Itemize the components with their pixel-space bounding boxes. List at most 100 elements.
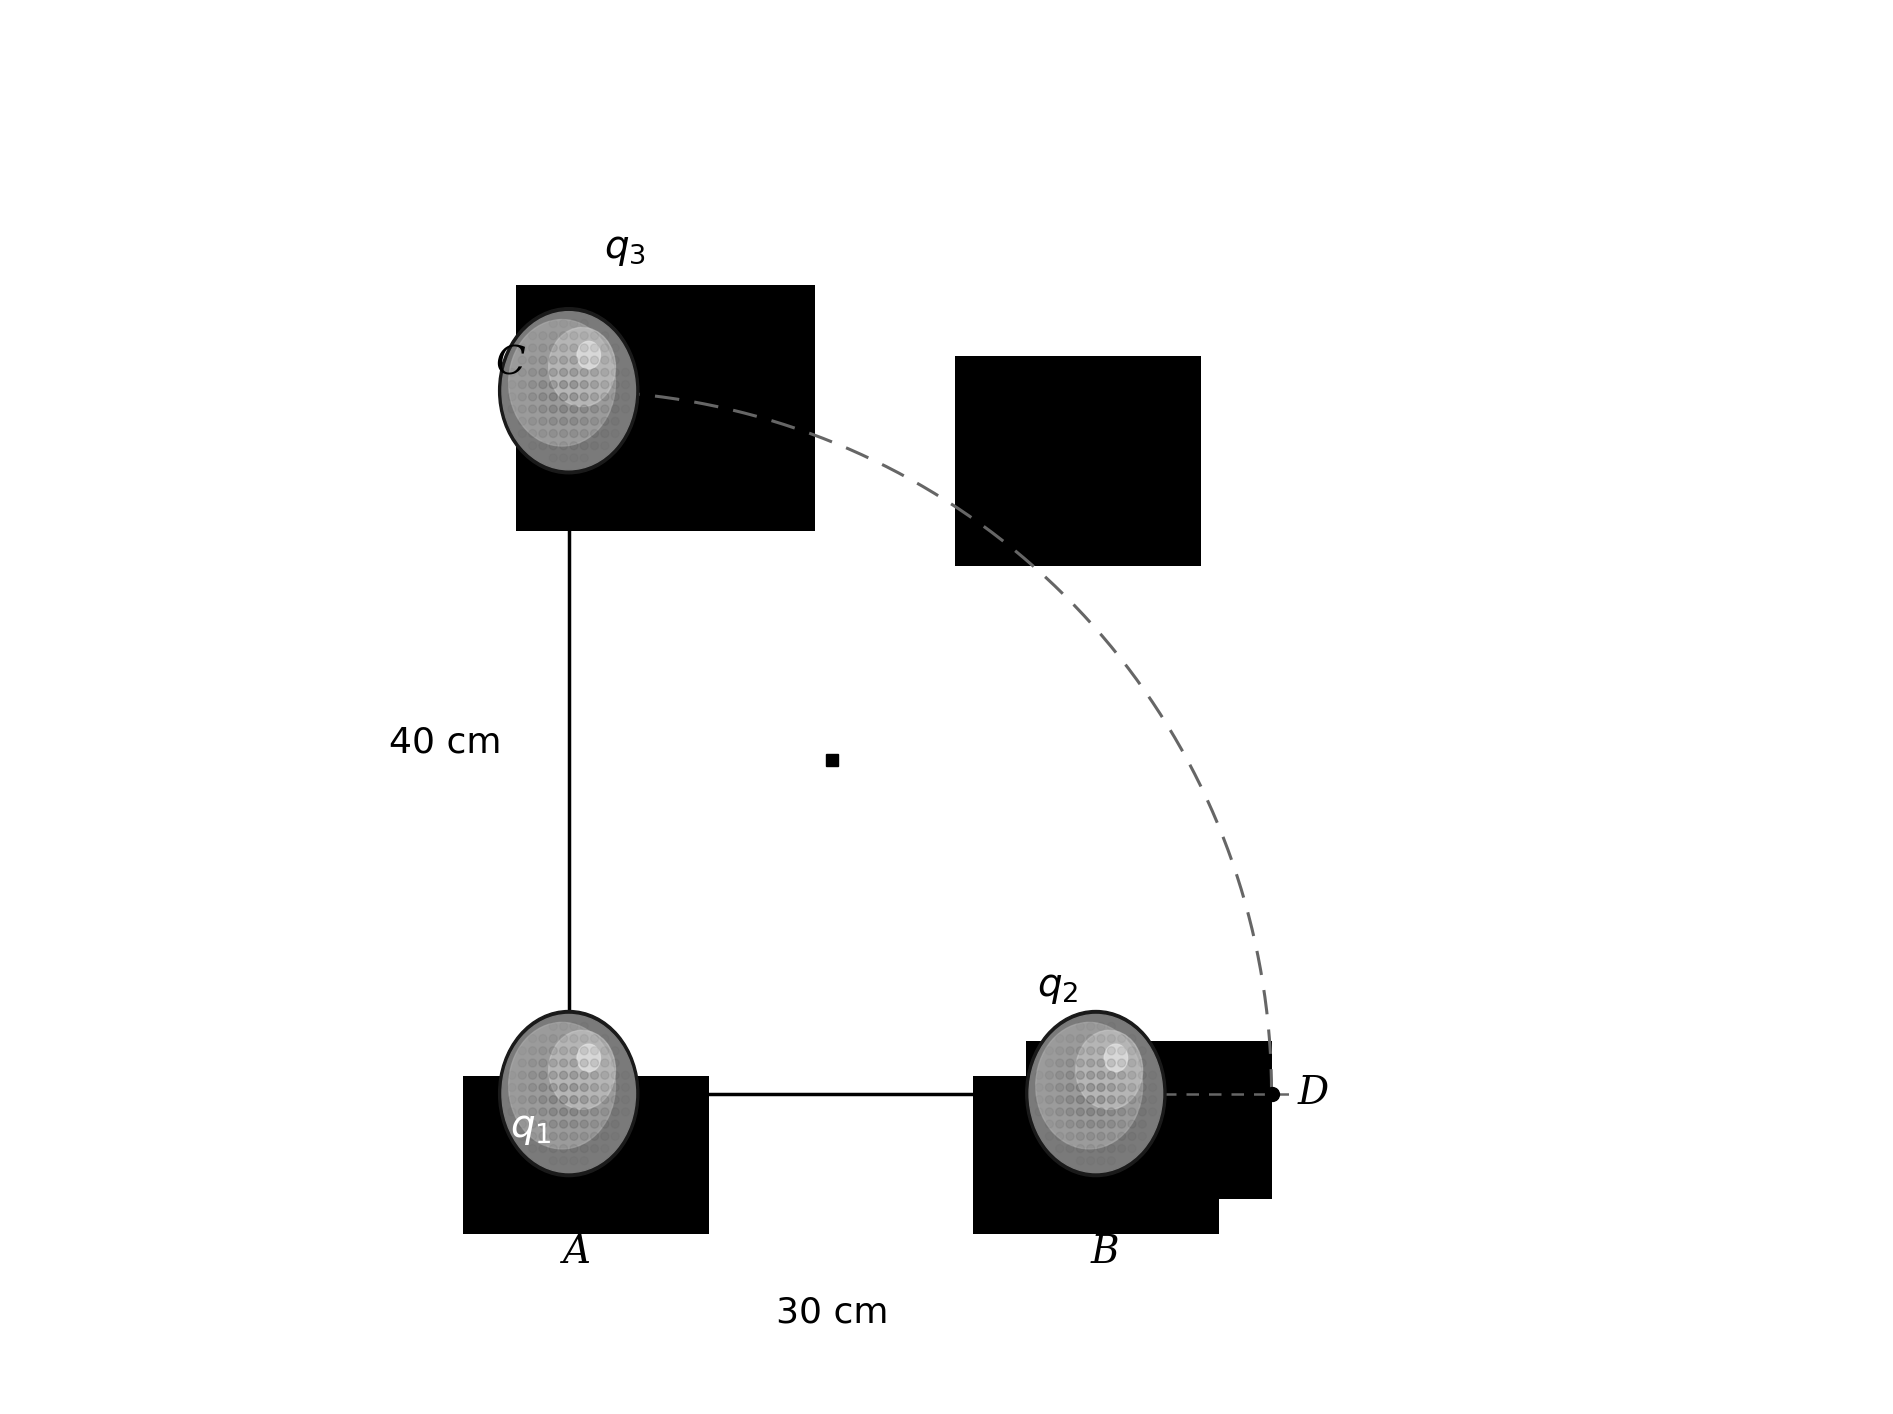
Ellipse shape xyxy=(1056,1072,1064,1079)
Ellipse shape xyxy=(549,393,557,400)
Ellipse shape xyxy=(1077,1035,1085,1042)
Ellipse shape xyxy=(591,430,598,437)
Ellipse shape xyxy=(570,430,577,437)
Ellipse shape xyxy=(1128,1120,1136,1128)
Ellipse shape xyxy=(1087,1144,1094,1152)
Ellipse shape xyxy=(560,417,568,426)
Ellipse shape xyxy=(1107,1144,1115,1152)
Ellipse shape xyxy=(540,393,547,400)
Ellipse shape xyxy=(528,1109,536,1116)
Ellipse shape xyxy=(498,308,638,474)
Ellipse shape xyxy=(540,380,547,389)
Ellipse shape xyxy=(1104,1044,1128,1072)
Ellipse shape xyxy=(591,1109,598,1116)
Ellipse shape xyxy=(560,344,568,352)
Ellipse shape xyxy=(600,369,610,376)
Ellipse shape xyxy=(591,380,598,389)
Ellipse shape xyxy=(611,1109,619,1116)
Ellipse shape xyxy=(1030,1014,1162,1172)
Ellipse shape xyxy=(1138,1120,1147,1128)
Ellipse shape xyxy=(591,1059,598,1068)
Ellipse shape xyxy=(560,380,568,389)
Ellipse shape xyxy=(528,417,536,426)
Ellipse shape xyxy=(600,430,610,437)
Ellipse shape xyxy=(528,344,536,352)
Ellipse shape xyxy=(579,356,589,365)
Ellipse shape xyxy=(570,393,577,400)
Ellipse shape xyxy=(560,393,568,400)
Ellipse shape xyxy=(519,1096,526,1104)
Ellipse shape xyxy=(1077,1083,1085,1092)
Bar xyxy=(517,286,814,532)
Ellipse shape xyxy=(1117,1109,1126,1116)
Ellipse shape xyxy=(600,380,610,389)
Ellipse shape xyxy=(519,369,526,376)
Ellipse shape xyxy=(1117,1096,1126,1104)
Ellipse shape xyxy=(540,1109,547,1116)
Ellipse shape xyxy=(600,1096,610,1104)
Ellipse shape xyxy=(600,1133,610,1140)
Ellipse shape xyxy=(1077,1120,1085,1128)
Ellipse shape xyxy=(1128,1059,1136,1068)
Ellipse shape xyxy=(579,1120,589,1128)
Ellipse shape xyxy=(509,320,615,445)
Ellipse shape xyxy=(560,1133,568,1140)
Ellipse shape xyxy=(611,1083,619,1092)
Ellipse shape xyxy=(591,1072,598,1079)
Ellipse shape xyxy=(560,1144,568,1152)
Ellipse shape xyxy=(1087,1133,1094,1140)
Ellipse shape xyxy=(519,356,526,365)
Ellipse shape xyxy=(540,1046,547,1055)
Ellipse shape xyxy=(1117,1059,1126,1068)
Ellipse shape xyxy=(549,344,557,352)
Bar xyxy=(464,1076,710,1234)
Ellipse shape xyxy=(540,332,547,339)
Ellipse shape xyxy=(528,430,536,437)
Ellipse shape xyxy=(1117,1035,1126,1042)
Ellipse shape xyxy=(549,356,557,365)
Ellipse shape xyxy=(1128,1083,1136,1092)
Ellipse shape xyxy=(579,1109,589,1116)
Ellipse shape xyxy=(611,1072,619,1079)
Ellipse shape xyxy=(1098,1120,1106,1128)
Ellipse shape xyxy=(1066,1133,1073,1140)
Ellipse shape xyxy=(579,1046,589,1055)
Ellipse shape xyxy=(1056,1120,1064,1128)
Ellipse shape xyxy=(1066,1035,1073,1042)
Ellipse shape xyxy=(528,1120,536,1128)
Ellipse shape xyxy=(1026,1011,1166,1176)
Ellipse shape xyxy=(549,441,557,450)
Ellipse shape xyxy=(1087,1072,1094,1079)
Ellipse shape xyxy=(560,1096,568,1104)
Ellipse shape xyxy=(1077,1144,1085,1152)
Ellipse shape xyxy=(611,1120,619,1128)
Ellipse shape xyxy=(502,1014,636,1172)
Ellipse shape xyxy=(519,404,526,413)
Ellipse shape xyxy=(1098,1059,1106,1068)
Ellipse shape xyxy=(549,417,557,426)
Ellipse shape xyxy=(549,328,615,407)
Ellipse shape xyxy=(1107,1133,1115,1140)
Ellipse shape xyxy=(579,430,589,437)
Ellipse shape xyxy=(1077,1059,1085,1068)
Ellipse shape xyxy=(1098,1109,1106,1116)
Ellipse shape xyxy=(560,1072,568,1079)
Ellipse shape xyxy=(560,404,568,413)
Ellipse shape xyxy=(570,404,577,413)
Ellipse shape xyxy=(519,417,526,426)
Ellipse shape xyxy=(579,1144,589,1152)
Ellipse shape xyxy=(1117,1133,1126,1140)
Ellipse shape xyxy=(560,441,568,450)
Ellipse shape xyxy=(540,430,547,437)
Ellipse shape xyxy=(1138,1072,1147,1079)
Ellipse shape xyxy=(509,1022,615,1150)
Ellipse shape xyxy=(591,1133,598,1140)
Ellipse shape xyxy=(611,404,619,413)
Ellipse shape xyxy=(1128,1096,1136,1104)
Ellipse shape xyxy=(579,380,589,389)
Ellipse shape xyxy=(540,1133,547,1140)
Ellipse shape xyxy=(600,1083,610,1092)
Ellipse shape xyxy=(540,1072,547,1079)
Text: 30 cm: 30 cm xyxy=(776,1295,888,1329)
Ellipse shape xyxy=(560,1059,568,1068)
